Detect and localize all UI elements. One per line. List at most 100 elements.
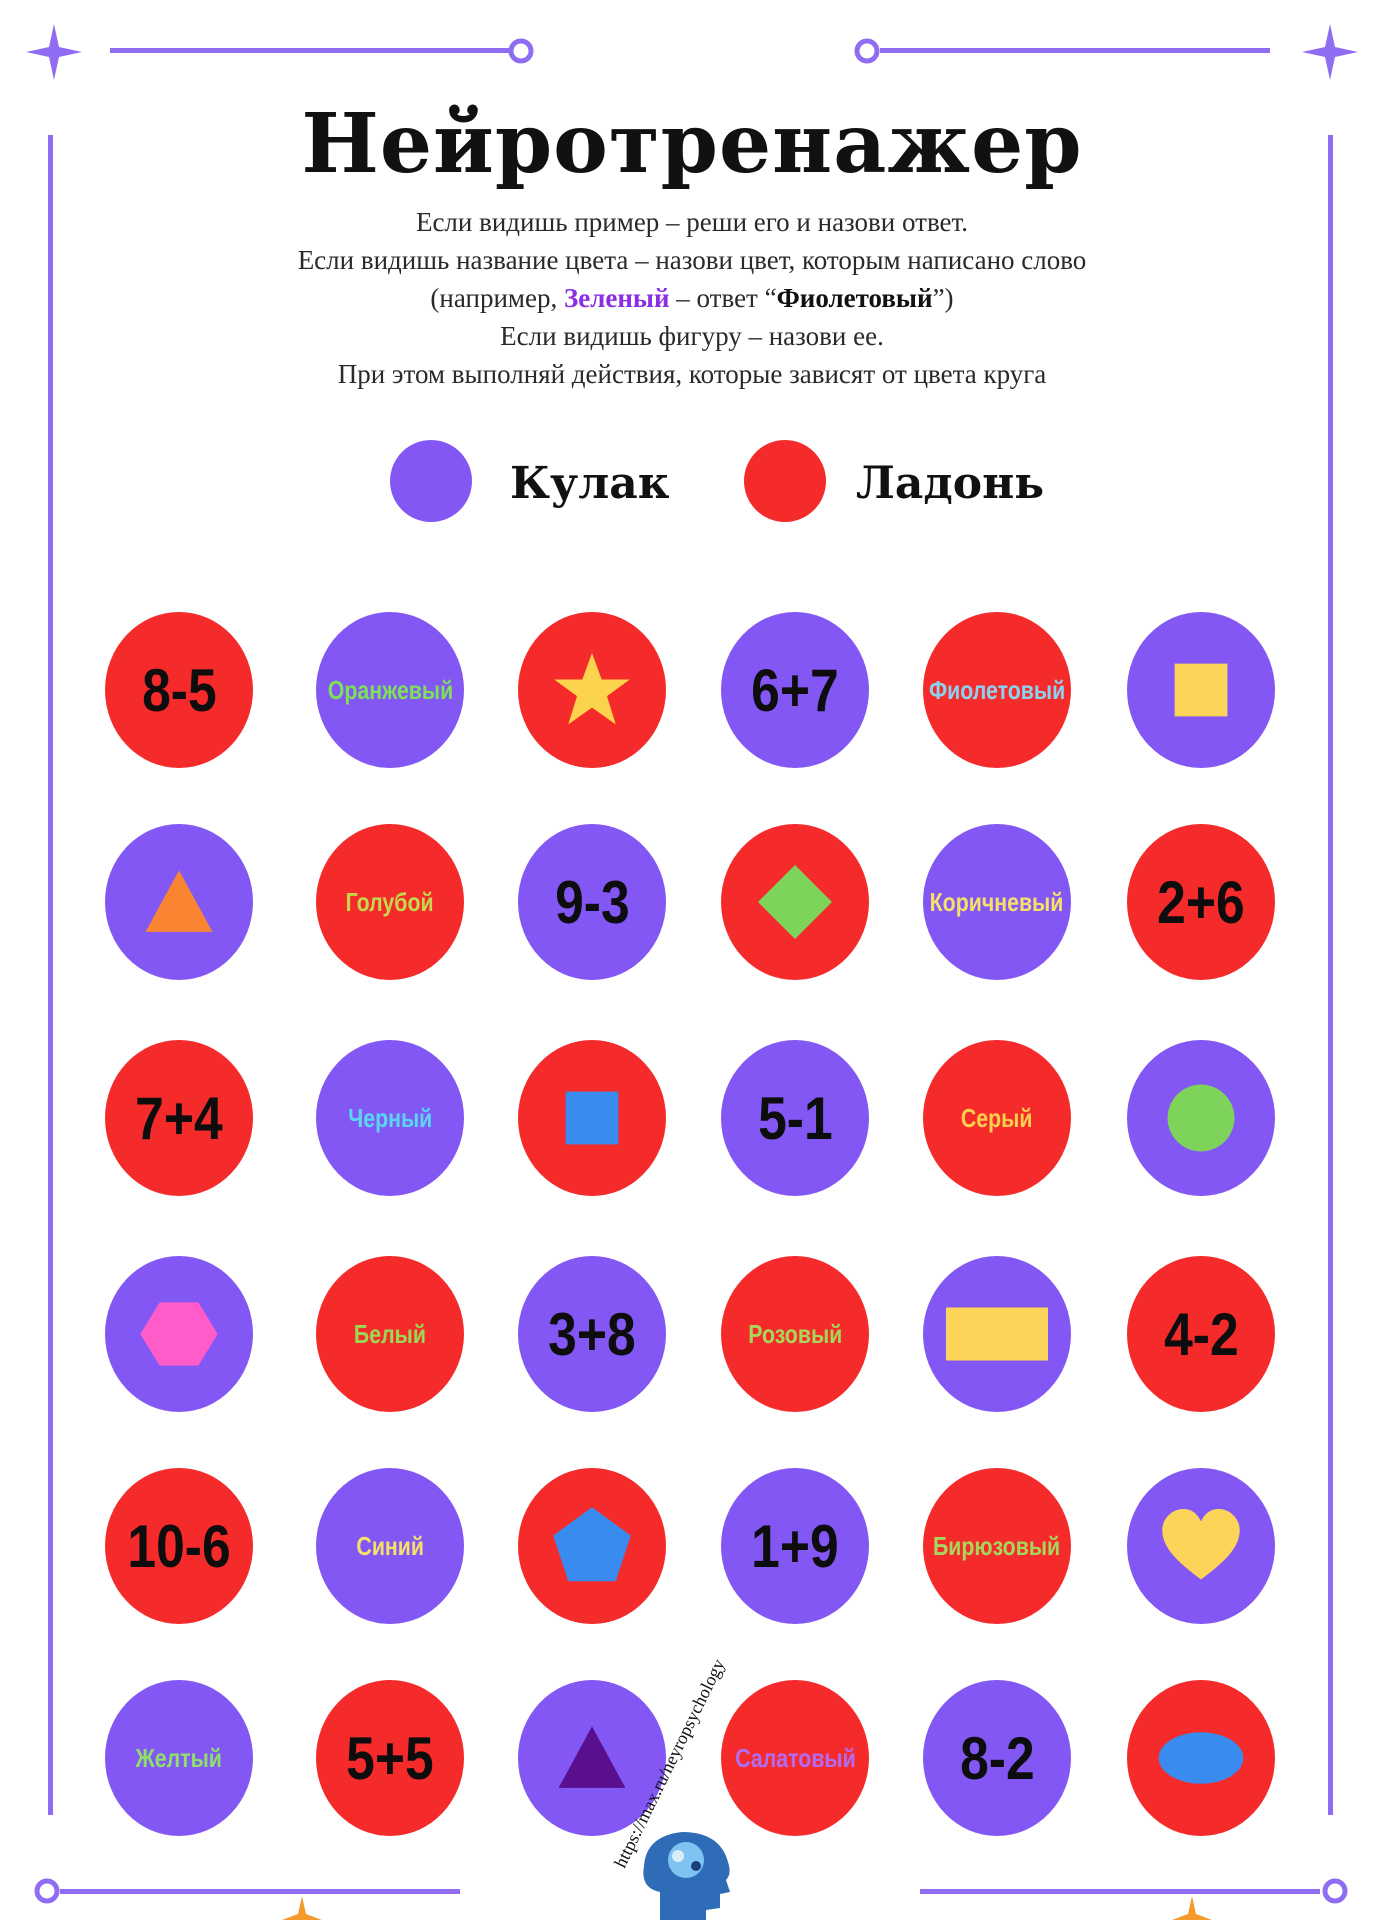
instruction-example-answer: Фиолетовый [776,283,933,313]
math-expression: 2+6 [1157,868,1245,936]
color-word: Оранжевый [327,674,453,705]
color-word: Бирюзовый [933,1530,1061,1561]
frame-bottom-left-line [60,1889,460,1894]
circle-red [518,1040,666,1196]
circle-purple: 5-1 [721,1040,869,1196]
math-expression: 8-2 [959,1724,1035,1792]
ring-icon [508,38,534,64]
instruction-example-suffix: ”) [932,283,954,313]
square-icon [1174,663,1228,717]
instruction-line-1: Если видишь пример – реши его и назови о… [415,207,969,237]
sparkle-icon [1302,24,1358,80]
triangle-icon [558,1726,626,1788]
math-expression: 7+4 [135,1084,223,1152]
instruction-line-2: Если видишь название цвета – назови цвет… [297,245,1087,275]
circle-red: Серый [923,1040,1071,1196]
square-icon [565,1091,619,1145]
circle-red: Розовый [721,1256,869,1412]
legend-red-label: Ладонь [856,458,1045,509]
color-word: Коричневый [930,886,1064,917]
ellipse-icon [1158,1732,1244,1784]
math-expression: 10-6 [127,1512,231,1580]
circle-purple: 9-3 [518,824,666,980]
star-icon [554,653,630,725]
circle-purple: Черный [316,1040,464,1196]
circle-purple: 1+9 [721,1468,869,1624]
color-word: Желтый [135,1742,223,1773]
circle-purple [105,824,253,980]
hexagon-icon [140,1302,218,1366]
sparkle-icon [26,24,82,80]
brain-head-logo [643,1832,730,1920]
instruction-line-5: При этом выполняй действия, которые зави… [337,359,1047,389]
circle-purple [518,1680,666,1836]
instruction-example-prefix: (например, [430,283,564,313]
circle-red: Фиолетовый [923,612,1071,768]
circle-purple [1127,1468,1275,1624]
legend-purple-dot [390,440,472,522]
circle-red: Салатовый [721,1680,869,1836]
math-expression: 5+5 [346,1724,434,1792]
circle-red: Белый [316,1256,464,1412]
color-word: Салатовый [734,1742,856,1773]
circle-purple: 8-2 [923,1680,1071,1836]
color-word: Черный [347,1102,433,1133]
circle-icon [1167,1084,1235,1152]
frame-bottom-right-line [920,1889,1320,1894]
color-word: Синий [356,1530,424,1561]
instruction-line-4: Если видишь фигуру – назови ее. [500,321,884,351]
math-expression: 8-5 [141,656,217,724]
diamond-icon [758,865,832,939]
circle-purple: Синий [316,1468,464,1624]
circle-purple [1127,1040,1275,1196]
pentagon-icon [553,1507,631,1582]
circle-red [518,612,666,768]
circle-red: 10-6 [105,1468,253,1624]
circle-red: 5+5 [316,1680,464,1836]
ring-icon [34,1878,60,1904]
frame-top-right-line [880,48,1270,53]
math-expression: 6+7 [751,656,839,724]
circle-purple: Желтый [105,1680,253,1836]
math-expression: 9-3 [554,868,630,936]
instruction-line-3: (например, Зеленый – ответ “Фиолетовый”) [0,279,1384,317]
color-word: Голубой [346,886,434,917]
legend: Кулак Ладонь [0,440,1384,524]
math-expression: 1+9 [751,1512,839,1580]
circle-red: Бирюзовый [923,1468,1071,1624]
circle-red [518,1468,666,1624]
instruction-example-word: Зеленый [563,283,670,313]
color-word: Фиолетовый [928,674,1066,705]
page-title: Нейротренажер [301,96,1083,192]
rectangle-icon [946,1307,1048,1361]
circle-red: 2+6 [1127,824,1275,980]
circle-purple: 3+8 [518,1256,666,1412]
instruction-example-middle: – ответ “ [669,283,777,313]
color-word: Серый [961,1102,1033,1133]
ring-icon [854,38,880,64]
circle-red: Голубой [316,824,464,980]
circle-purple [923,1256,1071,1412]
circle-purple [105,1256,253,1412]
circle-purple: 6+7 [721,612,869,768]
frame-left-line [48,135,53,1815]
ring-icon [1322,1878,1348,1904]
color-word: Розовый [748,1318,842,1349]
frame-top-left-line [110,48,520,53]
triangle-icon [145,870,213,932]
circle-purple: Коричневый [923,824,1071,980]
legend-purple-label: Кулак [510,458,670,509]
circle-red: 4-2 [1127,1256,1275,1412]
circle-red [721,824,869,980]
instructions: Если видишь пример – реши его и назови о… [0,203,1384,393]
circle-red [1127,1680,1275,1836]
circle-red: 7+4 [105,1040,253,1196]
math-expression: 5-1 [757,1084,833,1152]
sparkle-icon [282,1896,322,1920]
math-expression: 3+8 [548,1300,636,1368]
color-word: Белый [353,1318,427,1349]
legend-red-dot [744,440,826,522]
circle-purple [1127,612,1275,768]
heart-icon [1162,1509,1240,1580]
circle-red: 8-5 [105,612,253,768]
